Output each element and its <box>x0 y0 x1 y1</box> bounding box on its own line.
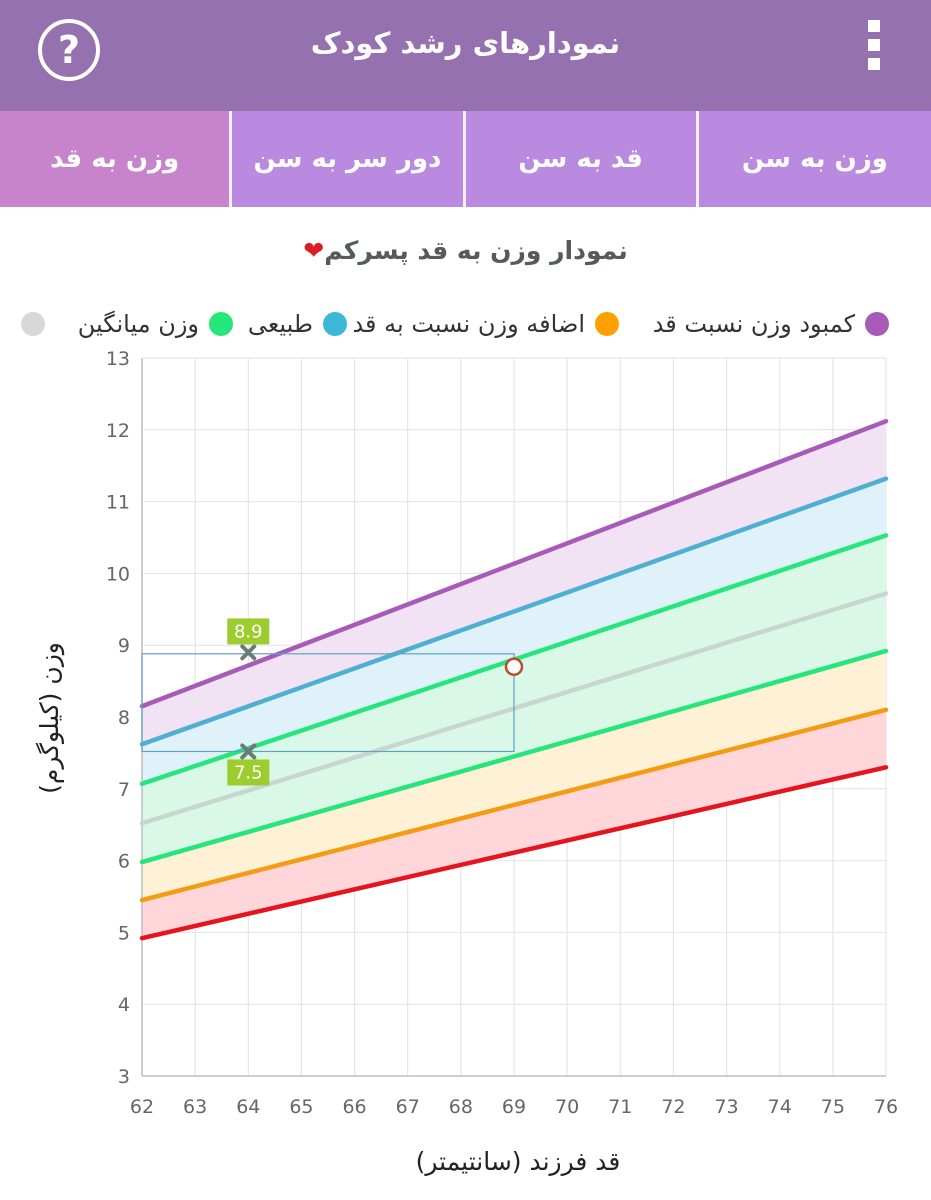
tab-weight-for-age[interactable]: وزن به سن <box>698 111 931 207</box>
chart-band <box>142 421 886 745</box>
y-tick-label: 11 <box>106 492 130 514</box>
legend-label-overweight: اضافه وزن نسبت به قد <box>352 310 585 338</box>
legend-dot-green <box>209 312 233 336</box>
series-line <box>139 648 889 865</box>
marker-cross <box>240 743 257 760</box>
series-line <box>139 707 889 903</box>
y-tick-label: 3 <box>118 1066 130 1088</box>
x-axis-title: قد فرزند (سانتیمتر) <box>416 1147 621 1176</box>
marker-cross <box>240 644 257 661</box>
y-tick-label: 7 <box>118 779 130 801</box>
tab-height-for-age[interactable]: قد به سن <box>465 111 696 207</box>
chart-heading-text: نمودار وزن به قد پسرکم <box>324 236 628 265</box>
marker-label: 8.9 <box>234 621 263 642</box>
tab-weight-for-height[interactable]: وزن به قد <box>0 111 230 207</box>
x-tick-label: 65 <box>289 1096 313 1118</box>
x-tick-label: 68 <box>449 1096 473 1118</box>
y-tick-label: 10 <box>106 563 130 585</box>
overflow-menu-icon[interactable] <box>862 20 886 76</box>
legend-label-normal: طبیعی <box>247 310 313 338</box>
legend-extra[interactable] <box>11 309 45 339</box>
x-tick-label: 73 <box>714 1096 738 1118</box>
legend-label-average: وزن میانگین <box>77 310 199 338</box>
x-tick-label: 71 <box>608 1096 632 1118</box>
range-box <box>141 653 515 753</box>
marker-label-box <box>227 618 270 645</box>
x-tick-label: 64 <box>236 1096 260 1118</box>
legend-dot-orange <box>595 312 619 336</box>
x-tick-label: 69 <box>502 1096 526 1118</box>
tab-bar: وزن به قد دور سر به سن قد به سن وزن به س… <box>0 111 931 207</box>
x-tick-label: 62 <box>130 1096 154 1118</box>
legend-normal[interactable]: طبیعی <box>248 309 347 339</box>
series-line <box>139 476 889 747</box>
x-tick-label: 66 <box>342 1096 366 1118</box>
y-axis-title: وزن (کیلوگرم) <box>35 642 65 794</box>
y-tick-label: 5 <box>118 922 130 944</box>
child-measurement-point <box>504 657 524 676</box>
chart-band <box>142 478 886 784</box>
y-tick-label: 8 <box>118 707 130 729</box>
marker-label: 7.5 <box>234 762 263 783</box>
legend-dot-blue <box>323 312 347 336</box>
app-header: ? نمودارهای رشد کودک <box>0 0 931 111</box>
series-line <box>139 418 889 709</box>
series-line <box>139 765 889 941</box>
legend-average[interactable]: وزن میانگین <box>78 309 233 339</box>
marker-label-box <box>227 759 270 786</box>
y-tick-label: 13 <box>106 348 130 370</box>
chart-band <box>142 650 886 901</box>
y-tick-label: 12 <box>106 420 130 442</box>
y-tick-label: 6 <box>118 851 130 873</box>
legend-underweight[interactable]: کمبود وزن نسبت قد <box>653 309 889 339</box>
x-tick-label: 76 <box>874 1096 898 1118</box>
help-button[interactable]: ? <box>38 19 100 81</box>
legend-dot-purple <box>865 312 889 336</box>
legend-overweight[interactable]: اضافه وزن نسبت به قد <box>352 309 619 339</box>
y-tick-label: 9 <box>118 635 130 657</box>
tab-head-circumference-for-age[interactable]: دور سر به سن <box>232 111 463 207</box>
heart-icon: ❤ <box>303 236 325 265</box>
x-tick-label: 72 <box>661 1096 685 1118</box>
legend-dot-gray <box>21 312 45 336</box>
x-tick-label: 67 <box>396 1096 420 1118</box>
x-tick-label: 63 <box>183 1096 207 1118</box>
chart-heading: نمودار وزن به قد پسرکم❤ <box>0 236 931 265</box>
app-title: نمودارهای رشد کودک <box>310 26 621 60</box>
x-tick-label: 74 <box>768 1096 792 1118</box>
legend-label-underweight: کمبود وزن نسبت قد <box>652 310 855 338</box>
x-tick-label: 70 <box>555 1096 579 1118</box>
y-tick-label: 4 <box>118 994 130 1016</box>
x-tick-label: 75 <box>821 1096 845 1118</box>
chart-band <box>142 709 886 939</box>
